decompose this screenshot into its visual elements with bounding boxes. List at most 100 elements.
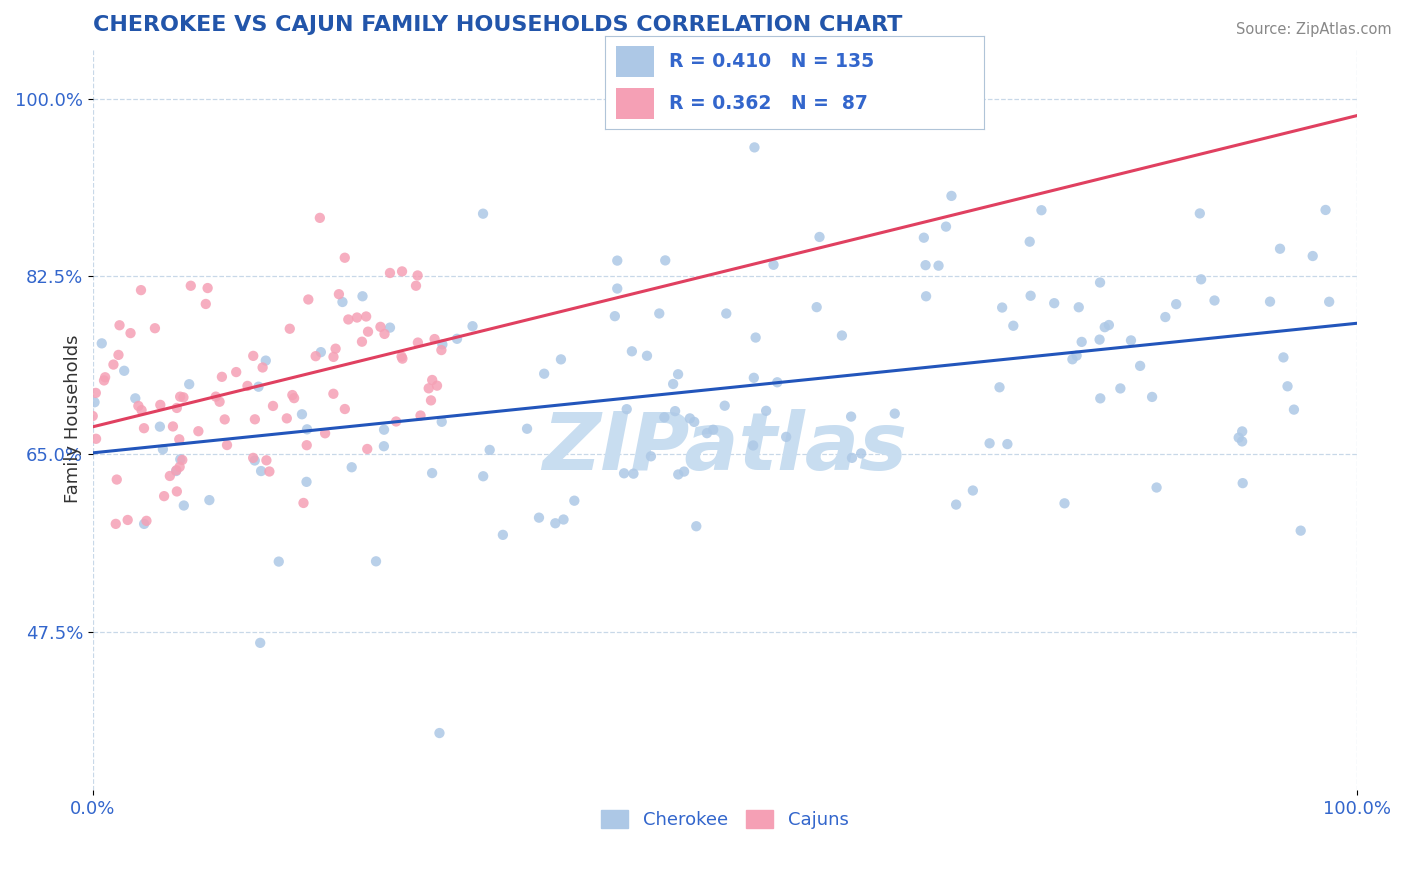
Point: [187, 424, 209, 438]
Point: [446, 332, 468, 346]
Point: [236, 379, 259, 393]
Point: [492, 528, 515, 542]
Point: [370, 319, 392, 334]
Point: [1119, 334, 1142, 348]
Point: [430, 343, 453, 357]
Point: [322, 350, 344, 364]
Point: [775, 430, 797, 444]
Point: [1289, 524, 1312, 538]
Text: ZIPatlas: ZIPatlas: [543, 409, 907, 488]
Point: [215, 438, 238, 452]
Point: [84, 386, 107, 401]
Point: [1302, 249, 1324, 263]
Point: [172, 390, 194, 404]
Point: [90, 336, 112, 351]
Point: [198, 493, 221, 508]
Point: [478, 442, 501, 457]
Point: [533, 367, 555, 381]
Point: [179, 377, 201, 392]
Point: [93, 373, 115, 387]
Point: [620, 344, 643, 359]
Point: [744, 140, 766, 154]
Point: [839, 409, 862, 424]
Point: [295, 422, 318, 436]
Point: [472, 469, 495, 483]
Point: [180, 278, 202, 293]
Point: [333, 402, 356, 417]
Point: [169, 459, 191, 474]
Point: [197, 281, 219, 295]
Point: [104, 516, 127, 531]
Point: [129, 283, 152, 297]
Point: [716, 306, 738, 320]
Point: [831, 328, 853, 343]
Point: [883, 407, 905, 421]
Point: [267, 555, 290, 569]
Point: [364, 554, 387, 568]
Point: [328, 287, 350, 301]
Point: [172, 453, 194, 467]
Point: [127, 399, 149, 413]
Point: [281, 388, 304, 402]
Point: [1154, 310, 1177, 324]
Point: [105, 473, 128, 487]
Point: [1277, 379, 1299, 393]
Point: [252, 360, 274, 375]
Point: [603, 309, 626, 323]
Point: [928, 259, 950, 273]
Point: [430, 415, 453, 429]
Point: [1098, 318, 1121, 332]
Point: [357, 325, 380, 339]
Point: [679, 411, 702, 425]
Point: [1315, 202, 1337, 217]
Point: [153, 489, 176, 503]
Point: [702, 423, 724, 437]
Bar: [616, 46, 654, 77]
Point: [204, 390, 226, 404]
Point: [666, 467, 689, 482]
Point: [332, 295, 354, 310]
Point: [337, 312, 360, 326]
Point: [1268, 242, 1291, 256]
Point: [194, 297, 217, 311]
Point: [420, 466, 443, 480]
Point: [214, 412, 236, 426]
Point: [418, 381, 440, 395]
Legend: Cherokee, Cajuns: Cherokee, Cajuns: [595, 803, 856, 837]
Point: [1227, 431, 1250, 445]
Point: [409, 409, 432, 423]
Point: [696, 426, 718, 441]
Point: [132, 421, 155, 435]
Point: [166, 484, 188, 499]
Point: [83, 395, 105, 409]
Point: [406, 335, 429, 350]
Point: [169, 452, 191, 467]
Point: [262, 399, 284, 413]
Point: [314, 426, 336, 441]
Point: [527, 510, 550, 524]
Point: [391, 351, 413, 366]
Point: [1282, 402, 1305, 417]
Point: [211, 369, 233, 384]
Point: [373, 423, 395, 437]
Point: [356, 442, 378, 456]
Point: [806, 300, 828, 314]
Point: [1031, 203, 1053, 218]
Point: [742, 438, 765, 452]
Point: [666, 368, 689, 382]
Point: [308, 211, 330, 225]
Point: [1053, 496, 1076, 510]
Point: [1066, 349, 1088, 363]
Point: [1129, 359, 1152, 373]
Text: Source: ZipAtlas.com: Source: ZipAtlas.com: [1236, 22, 1392, 37]
Point: [1204, 293, 1226, 308]
Point: [242, 349, 264, 363]
Point: [391, 350, 413, 364]
Point: [962, 483, 984, 498]
Point: [166, 401, 188, 415]
Point: [935, 219, 957, 234]
Text: R = 0.410   N = 135: R = 0.410 N = 135: [669, 52, 875, 71]
Point: [744, 330, 766, 344]
Point: [373, 326, 395, 341]
Point: [808, 230, 831, 244]
